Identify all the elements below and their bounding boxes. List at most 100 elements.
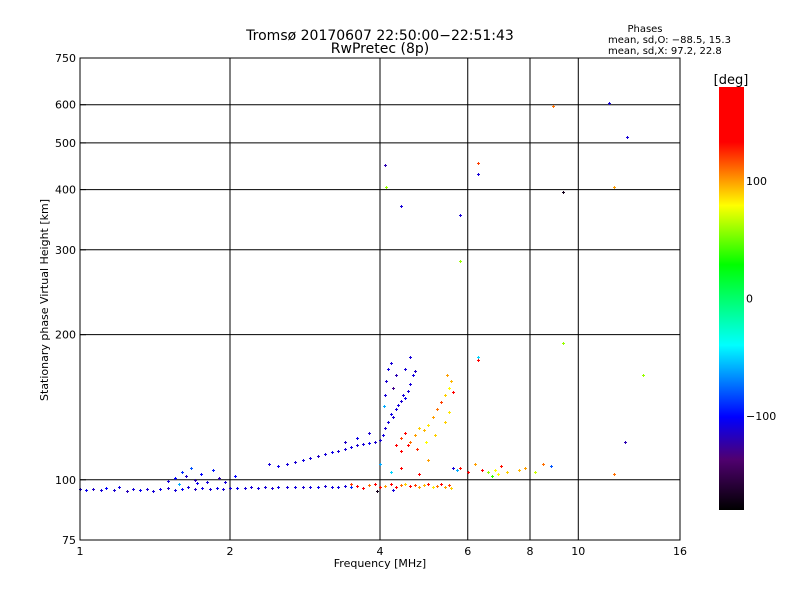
data-point bbox=[368, 432, 371, 435]
data-point bbox=[387, 421, 390, 424]
data-point-v bbox=[449, 387, 450, 390]
data-point bbox=[500, 465, 503, 468]
data-point bbox=[271, 487, 274, 490]
grid-lines bbox=[80, 58, 680, 540]
data-point bbox=[427, 483, 430, 486]
y-tick-label: 500 bbox=[55, 137, 76, 150]
data-point-v bbox=[278, 486, 279, 489]
data-point-v bbox=[460, 467, 461, 470]
data-point-v bbox=[627, 136, 628, 139]
data-point bbox=[494, 469, 497, 472]
data-point-v bbox=[318, 455, 319, 458]
y-tick-label: 750 bbox=[55, 52, 76, 65]
data-point bbox=[436, 408, 439, 411]
data-point bbox=[412, 374, 415, 377]
data-point bbox=[440, 401, 443, 404]
data-point bbox=[562, 191, 565, 194]
data-point bbox=[152, 490, 155, 493]
data-point-v bbox=[457, 469, 458, 472]
data-point bbox=[450, 380, 453, 383]
data-points bbox=[79, 102, 645, 493]
data-point bbox=[337, 450, 340, 453]
data-point-v bbox=[482, 469, 483, 472]
data-point-v bbox=[417, 448, 418, 451]
data-point bbox=[400, 205, 403, 208]
stats-o-line: mean, sd,O: −88.5, 15.3 bbox=[608, 35, 731, 46]
data-point bbox=[244, 487, 247, 490]
data-point-v bbox=[408, 444, 409, 447]
data-point bbox=[414, 484, 417, 487]
data-point bbox=[167, 480, 170, 483]
data-point bbox=[257, 487, 260, 490]
data-point bbox=[317, 486, 320, 489]
data-point bbox=[317, 455, 320, 458]
data-point bbox=[395, 374, 398, 377]
data-point bbox=[132, 488, 135, 491]
data-point bbox=[404, 483, 407, 486]
data-point bbox=[181, 471, 184, 474]
data-point bbox=[506, 471, 509, 474]
data-point bbox=[356, 437, 359, 440]
data-point bbox=[400, 400, 403, 403]
data-point bbox=[350, 483, 353, 486]
data-point bbox=[286, 463, 289, 466]
data-point bbox=[448, 387, 451, 390]
data-point-v bbox=[383, 434, 384, 437]
data-point bbox=[216, 487, 219, 490]
data-point bbox=[409, 441, 412, 444]
data-point bbox=[385, 186, 388, 189]
plot-frame bbox=[79, 57, 681, 541]
data-point-v bbox=[375, 441, 376, 444]
axis-ticks: 1 2 4 6 8 10 16 75 100 200 300 400 500 600 750 bbox=[55, 52, 687, 558]
data-point bbox=[379, 486, 382, 489]
x-tick-label: 4 bbox=[377, 545, 384, 558]
data-point-v bbox=[428, 424, 429, 427]
data-point-v bbox=[445, 394, 446, 397]
data-point-v bbox=[251, 486, 252, 489]
data-point bbox=[497, 473, 500, 476]
data-point-v bbox=[363, 443, 364, 446]
data-point-v bbox=[195, 488, 196, 491]
data-point bbox=[331, 486, 334, 489]
data-point bbox=[194, 488, 197, 491]
data-point-v bbox=[357, 444, 358, 447]
data-point-v bbox=[223, 488, 224, 491]
data-point bbox=[390, 362, 393, 365]
data-point bbox=[550, 465, 553, 468]
data-point bbox=[474, 463, 477, 466]
data-point-v bbox=[445, 421, 446, 424]
data-point bbox=[113, 489, 116, 492]
data-point-v bbox=[424, 484, 425, 487]
data-point bbox=[400, 437, 403, 440]
data-point-v bbox=[415, 370, 416, 373]
x-tick-label: 2 bbox=[227, 545, 234, 558]
data-point-v bbox=[303, 459, 304, 462]
data-point-v bbox=[643, 374, 644, 377]
data-point bbox=[344, 485, 347, 488]
data-point bbox=[452, 467, 455, 470]
data-point bbox=[524, 467, 527, 470]
data-point-v bbox=[369, 432, 370, 435]
data-point bbox=[414, 370, 417, 373]
data-point-v bbox=[488, 471, 489, 474]
data-point bbox=[384, 394, 387, 397]
data-point bbox=[277, 465, 280, 468]
data-point bbox=[423, 484, 426, 487]
y-axis-label: Stationary phase Virtual Height [km] bbox=[38, 199, 51, 401]
data-point bbox=[264, 486, 267, 489]
data-point bbox=[452, 391, 455, 394]
data-point bbox=[146, 488, 149, 491]
data-point bbox=[613, 186, 616, 189]
x-tick-label: 1 bbox=[77, 545, 84, 558]
data-point bbox=[402, 394, 405, 397]
data-point bbox=[309, 486, 312, 489]
data-point-v bbox=[391, 413, 392, 416]
data-point bbox=[562, 342, 565, 345]
data-point-v bbox=[428, 459, 429, 462]
data-point-v bbox=[93, 488, 94, 491]
data-point bbox=[376, 490, 379, 493]
data-point-v bbox=[396, 408, 397, 411]
data-point-v bbox=[519, 469, 520, 472]
colorbar-label: [deg] bbox=[714, 73, 749, 88]
